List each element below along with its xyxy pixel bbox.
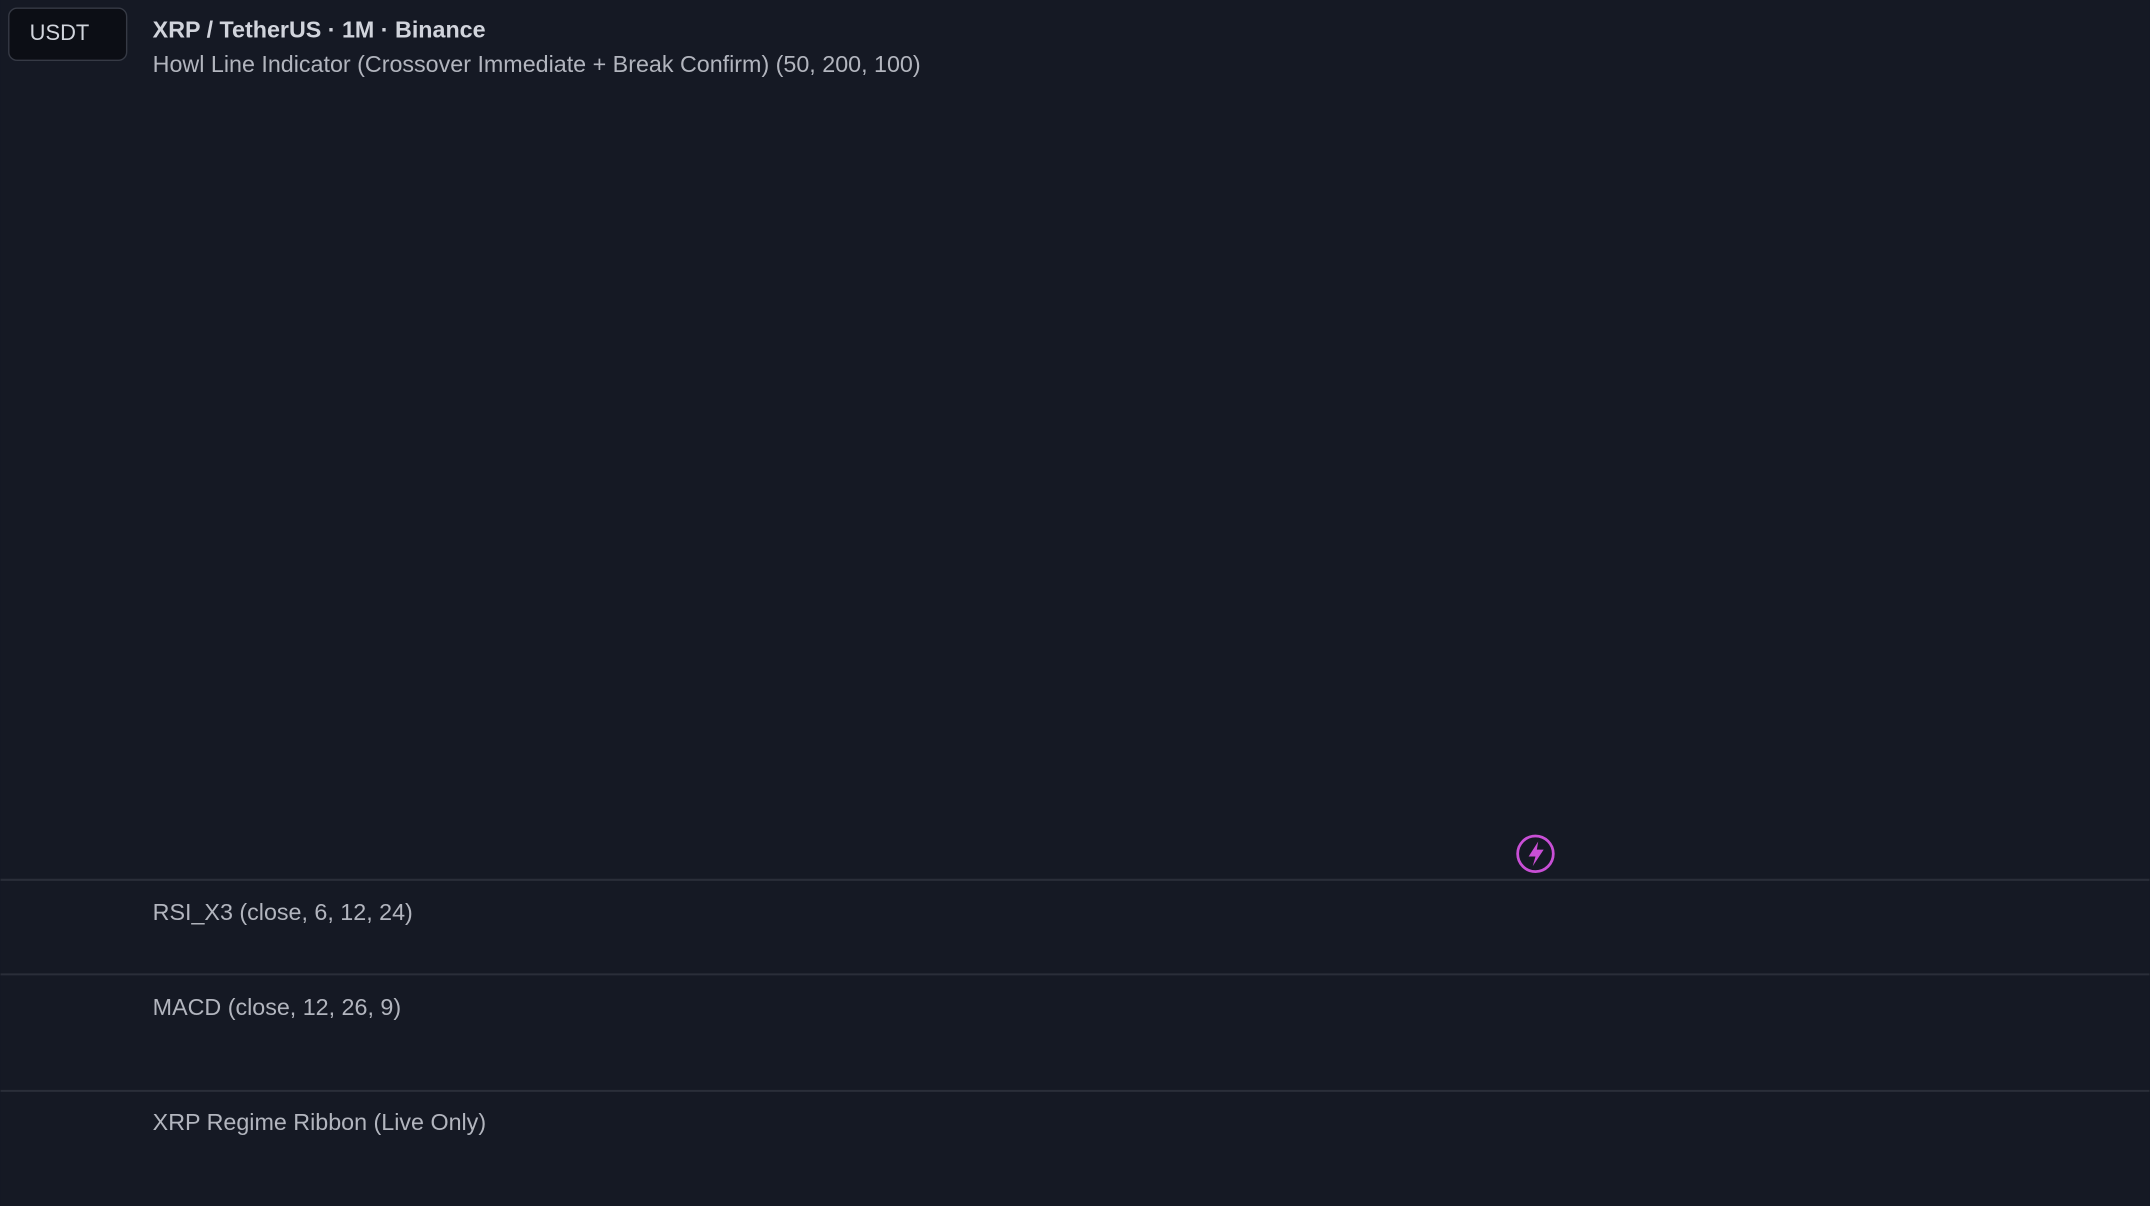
- alert-icon[interactable]: [1516, 834, 1555, 873]
- macd-title: MACD (close, 12, 26, 9): [153, 994, 401, 1020]
- currency-button[interactable]: [8, 7, 128, 61]
- chart-title: XRP / TetherUS · 1M · Binance: [153, 17, 486, 43]
- indicator-title: Howl Line Indicator (Crossover Immediate…: [153, 51, 921, 77]
- currency-label[interactable]: USDT: [30, 20, 90, 45]
- rsi-title: RSI_X3 (close, 6, 12, 24): [153, 899, 413, 925]
- alert-icon-bolt[interactable]: [1528, 841, 1544, 867]
- alert-icon-ring[interactable]: [1516, 834, 1555, 873]
- ribbon-title: XRP Regime Ribbon (Live Only): [153, 1109, 486, 1135]
